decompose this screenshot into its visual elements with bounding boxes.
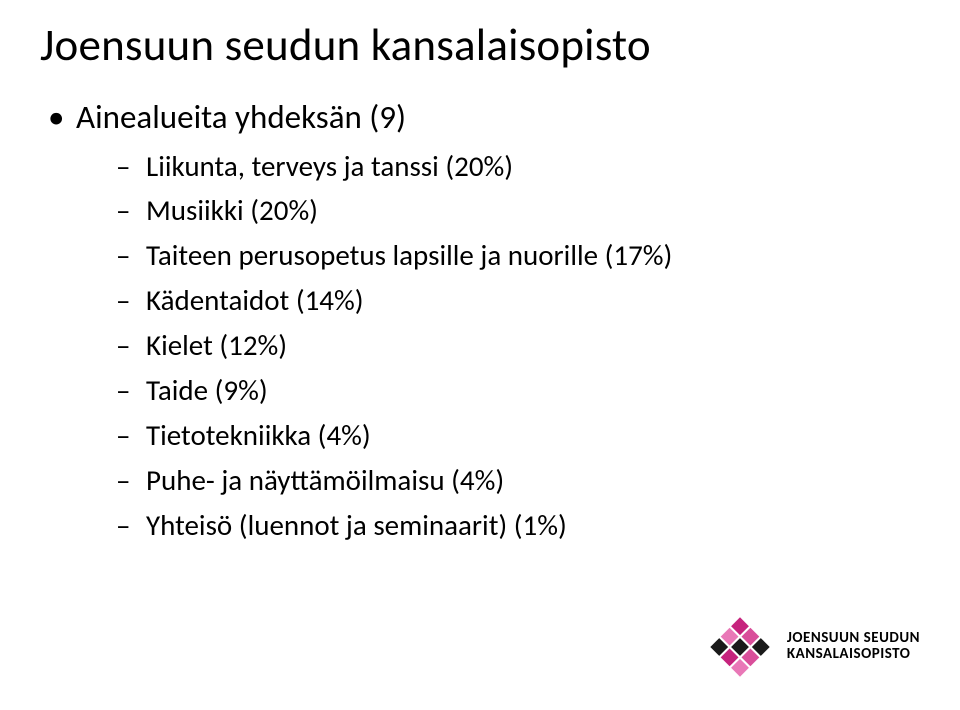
list-item: Yhteisö (luennot ja seminaarit) (1%) (116, 503, 920, 548)
bullet-item-ainealueita: Ainealueita yhdeksän (9) Liikunta, terve… (40, 95, 920, 548)
bullet-list-level2: Liikunta, terveys ja tanssi (20%) Musiik… (76, 144, 920, 548)
list-item: Taiteen perusopetus lapsille ja nuorille… (116, 233, 920, 278)
slide-container: Joensuun seudun kansalaisopisto Ainealue… (0, 0, 960, 710)
list-item: Kielet (12%) (116, 323, 920, 368)
logo-icon (705, 612, 775, 682)
logo-line2: KANSALAISOPISTO (787, 647, 920, 663)
list-item: Tietotekniikka (4%) (116, 413, 920, 458)
bullet-list-level1: Ainealueita yhdeksän (9) Liikunta, terve… (40, 95, 920, 548)
list-item: Puhe- ja näyttämöilmaisu (4%) (116, 458, 920, 503)
list-item: Kädentaidot (14%) (116, 278, 920, 323)
logo-text: JOENSUUN SEUDUN KANSALAISOPISTO (787, 631, 920, 663)
page-title: Joensuun seudun kansalaisopisto (40, 18, 920, 73)
list-item: Liikunta, terveys ja tanssi (20%) (116, 144, 920, 189)
list-item: Taide (9%) (116, 368, 920, 413)
list-item: Musiikki (20%) (116, 188, 920, 233)
logo: JOENSUUN SEUDUN KANSALAISOPISTO (705, 612, 920, 682)
bullet-label: Ainealueita yhdeksän (9) (76, 97, 406, 137)
